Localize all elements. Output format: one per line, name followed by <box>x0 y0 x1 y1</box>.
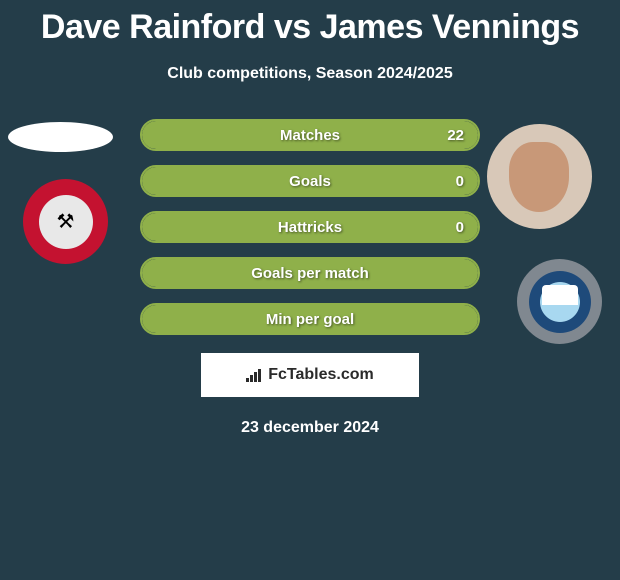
club-left-badge-inner: ⚒ <box>39 195 93 249</box>
stat-bar-goals-per-match: Goals per match <box>140 257 480 289</box>
stat-label: Min per goal <box>266 311 354 328</box>
stat-bar-matches: Matches 22 <box>140 119 480 151</box>
player-right-avatar <box>487 124 592 229</box>
brand-text: FcTables.com <box>268 366 374 384</box>
stat-label: Hattricks <box>278 219 342 236</box>
subtitle: Club competitions, Season 2024/2025 <box>0 65 620 83</box>
stat-bar-min-per-goal: Min per goal <box>140 303 480 335</box>
stat-label: Matches <box>280 127 340 144</box>
stat-value-right: 22 <box>447 127 464 144</box>
club-right-badge <box>517 259 602 344</box>
club-left-badge: ⚒ <box>23 179 108 264</box>
club-right-badge-inner <box>529 271 591 333</box>
brand-box: FcTables.com <box>201 353 419 397</box>
stat-value-right: 0 <box>456 173 464 190</box>
chart-icon <box>246 368 264 382</box>
stat-bar-goals: Goals 0 <box>140 165 480 197</box>
stat-bar-hattricks: Hattricks 0 <box>140 211 480 243</box>
stat-value-right: 0 <box>456 219 464 236</box>
page-title: Dave Rainford vs James Vennings <box>0 0 620 47</box>
date-text: 23 december 2024 <box>0 419 620 437</box>
player-left-avatar <box>8 122 113 152</box>
stat-label: Goals <box>289 173 331 190</box>
stat-label: Goals per match <box>251 265 369 282</box>
